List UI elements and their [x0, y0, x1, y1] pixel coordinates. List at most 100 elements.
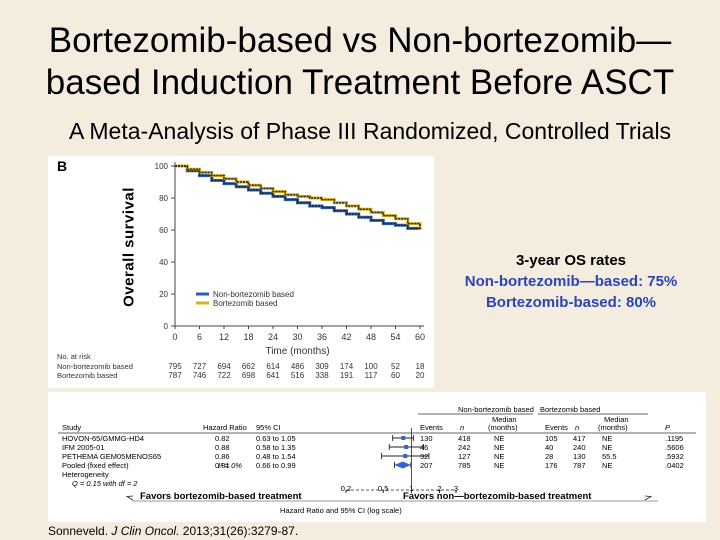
legend-label-bortezomib: Bortezomib based	[213, 299, 277, 308]
x-tick-label: 48	[366, 332, 376, 342]
at-risk-value: 486	[291, 362, 305, 371]
favors-left-arrow	[125, 495, 134, 501]
favors-right-arrow	[644, 495, 653, 501]
study-median-btz: NE	[602, 443, 612, 452]
at-risk-value: 516	[291, 371, 305, 380]
study-n-btz: 240	[573, 443, 586, 452]
at-risk-value: 309	[315, 362, 329, 371]
at-risk-value: 746	[193, 371, 207, 380]
header-n-btz: n	[575, 423, 579, 432]
km-panel: B 0 20 40 60 80 100 0 6 12 18 24 30 36 42 48 54 60 Time (m…	[48, 156, 434, 388]
forest-tick-label: 3	[454, 484, 458, 493]
hr-point	[403, 454, 408, 458]
forest-plot: Non-bortezomib based Bortezomib based Medi…	[58, 405, 696, 515]
study-events-btz: 176	[545, 461, 558, 470]
header-months-btz: (months)	[598, 423, 628, 432]
study-p: .0402	[665, 461, 684, 470]
at-risk-value: 20	[416, 371, 425, 380]
study-median-non: NE	[494, 443, 504, 452]
y-tick-label: 80	[159, 194, 168, 203]
study-n-non: 242	[458, 443, 471, 452]
legend-label-non-bortezomib: Non-bortezomib based	[213, 290, 294, 299]
hr-point	[401, 436, 406, 440]
study-name: HOVON-65/GMMG-HD4	[62, 434, 144, 443]
study-hr: 0.86	[215, 452, 230, 461]
at-risk-value: 100	[364, 362, 378, 371]
header-n-non: n	[460, 423, 464, 432]
forest-tick-label: 1	[409, 484, 413, 493]
study-median-non: NE	[494, 434, 504, 443]
y-tick-label: 60	[159, 226, 168, 235]
header-btz-group: Bortezomib based	[540, 405, 600, 414]
favors-left: Favors bortezomib-based treatment	[140, 491, 302, 502]
header-events-non: Events	[420, 423, 443, 432]
study-ci: 0.48 to 1.54	[256, 452, 296, 461]
at-risk-value: 795	[168, 362, 182, 371]
at-risk-value: 191	[340, 371, 354, 380]
os-heading: 3-year OS rates	[515, 252, 627, 269]
at-risk-value: 52	[391, 362, 400, 371]
citation-author: Sonneveld.	[48, 524, 109, 538]
study-name: PETHEMA GEM05MENOS65	[62, 452, 161, 461]
study-n-non: 785	[458, 461, 471, 470]
x-tick-label: 24	[268, 332, 278, 342]
header-ci: 95% CI	[256, 423, 281, 432]
x-tick-label: 54	[390, 332, 400, 342]
study-p: .1195	[665, 434, 683, 443]
y-tick-label: 20	[159, 290, 168, 299]
citation: Sonneveld. J Clin Oncol. 2013;31(26):327…	[48, 524, 298, 538]
overall-survival-label: Overall survival	[117, 172, 141, 322]
at-risk-row-label: Non-bortezomib based	[57, 362, 133, 371]
x-axis-label: Time (months)	[265, 346, 329, 357]
at-risk-value: 614	[266, 362, 280, 371]
os-rates-box: 3-year OS rates Non-bortezomib—based: 75…	[435, 250, 707, 313]
header-events-btz: Events	[545, 423, 568, 432]
study-events-non: 46	[420, 443, 428, 452]
study-ci: 0.63 to 1.05	[256, 434, 296, 443]
study-events-non: 130	[420, 434, 433, 443]
forest-tick-label: 2	[437, 484, 441, 493]
x-tick-label: 0	[172, 332, 177, 342]
at-risk-value: 117	[365, 371, 378, 380]
slide-subtitle: A Meta-Analysis of Phase III Randomized,…	[68, 118, 672, 144]
study-events-non: 32	[420, 452, 428, 461]
title-line-1: Bortezomib-based vs Non-bortezomib—	[48, 21, 672, 60]
study-median-non: NE	[494, 452, 504, 461]
at-risk-value: 174	[340, 362, 354, 371]
header-hazard-ratio: Hazard Ratio	[203, 423, 247, 432]
study-hr: 0.81	[215, 461, 230, 470]
at-risk-value: 787	[168, 371, 182, 380]
at-risk-value: 727	[193, 362, 207, 371]
study-ci: 0.58 to 1.35	[256, 443, 296, 452]
at-risk-value: 18	[416, 362, 425, 371]
panel-letter: B	[57, 158, 67, 174]
study-n-non: 418	[458, 434, 471, 443]
header-median-non: Median	[492, 415, 517, 424]
x-tick-label: 18	[243, 332, 253, 342]
forest-tick-label: 0.2	[341, 484, 351, 493]
study-n-btz: 130	[573, 452, 586, 461]
os-bortezomib: Bortezomib-based: 80%	[485, 294, 657, 311]
study-events-btz: 40	[545, 443, 553, 452]
censor-overlay-bortezomib	[175, 165, 421, 230]
header-months-non: (months)	[488, 423, 518, 432]
y-tick-label: 0	[164, 322, 169, 331]
km-chart: B 0 20 40 60 80 100 0 6 12 18 24 30 36 42 48 54 60 Time (m…	[57, 158, 425, 380]
at-risk-label: No. at risk	[57, 352, 91, 361]
study-median-non: NE	[494, 461, 504, 470]
at-risk-value: 641	[266, 371, 280, 380]
x-tick-label: 12	[219, 332, 229, 342]
at-risk-value: 694	[217, 362, 231, 371]
slide-title: Bortezomib-based vs Non-bortezomib— base…	[0, 20, 720, 104]
at-risk-row-label: Bortezomib based	[57, 371, 117, 380]
header-median-btz: Median	[604, 415, 629, 424]
study-events-btz: 28	[545, 452, 553, 461]
x-tick-label: 42	[341, 332, 351, 342]
hr-point	[404, 445, 409, 449]
favors-right: Favors non—bortezomib-based treatment	[403, 491, 592, 502]
study-n-btz: 417	[573, 434, 586, 443]
censor-overlay-non-bortezomib	[175, 165, 421, 230]
overall-survival-text: Overall survival	[120, 187, 138, 307]
study-p: .5932	[665, 452, 684, 461]
header-non-group: Non-bortezomib based	[458, 405, 534, 414]
